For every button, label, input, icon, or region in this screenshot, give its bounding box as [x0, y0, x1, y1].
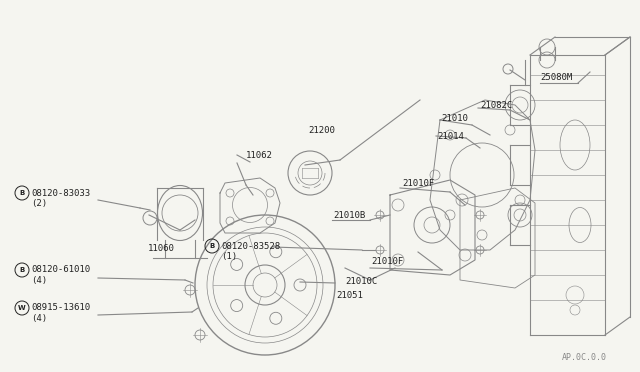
- Text: 08915-13610: 08915-13610: [31, 304, 90, 312]
- Text: 21010C: 21010C: [345, 278, 377, 286]
- Text: (4): (4): [31, 314, 47, 323]
- Text: 08120-83033: 08120-83033: [31, 189, 90, 198]
- Text: W: W: [18, 305, 26, 311]
- Text: 08120-83528: 08120-83528: [221, 241, 280, 250]
- Text: 21200: 21200: [308, 125, 335, 135]
- Text: B: B: [209, 243, 214, 249]
- Text: 21010F: 21010F: [371, 257, 403, 266]
- Text: 25080M: 25080M: [540, 73, 572, 81]
- Text: B: B: [19, 190, 24, 196]
- Text: B: B: [19, 267, 24, 273]
- Text: 21014: 21014: [437, 131, 464, 141]
- Text: (1): (1): [221, 251, 237, 260]
- Text: 21082C: 21082C: [480, 100, 512, 109]
- Text: 21010F: 21010F: [402, 179, 435, 187]
- Text: 11062: 11062: [246, 151, 273, 160]
- Text: AP.0C.0.0: AP.0C.0.0: [562, 353, 607, 362]
- Text: 11060: 11060: [148, 244, 175, 253]
- Text: 21010B: 21010B: [333, 211, 365, 219]
- Text: 21051: 21051: [336, 292, 363, 301]
- Text: 21010: 21010: [441, 113, 468, 122]
- Text: (4): (4): [31, 276, 47, 285]
- Text: (2): (2): [31, 199, 47, 208]
- Text: 08120-61010: 08120-61010: [31, 266, 90, 275]
